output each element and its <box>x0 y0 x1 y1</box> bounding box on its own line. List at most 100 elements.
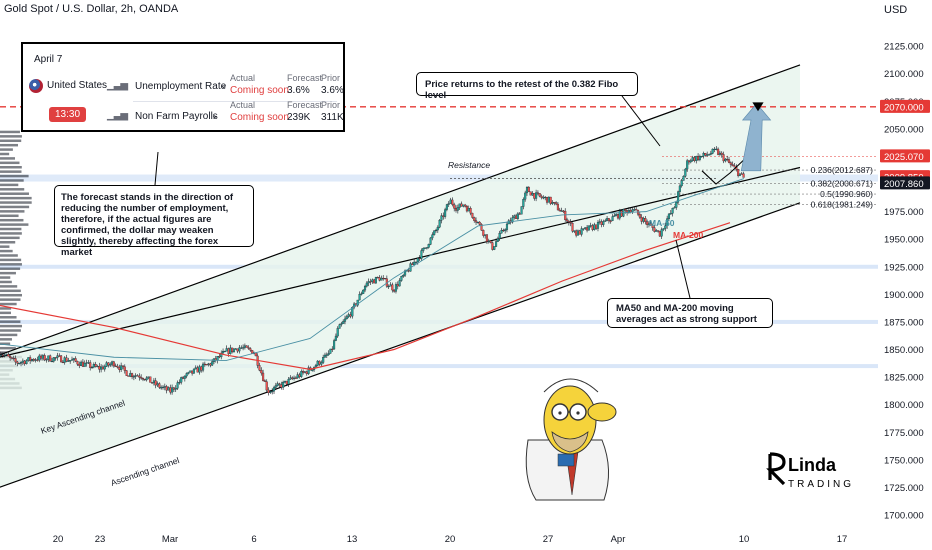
candle-body <box>733 165 736 168</box>
candle-body <box>693 157 696 161</box>
candle-body <box>464 204 467 207</box>
forecast-callout[interactable]: The forecast stands in the direction of … <box>54 185 254 258</box>
ma-callout[interactable]: MA50 and MA-200 moving averages act as s… <box>607 298 773 328</box>
candle-body <box>296 374 299 379</box>
candle-body <box>367 281 370 284</box>
candle-body <box>709 153 712 155</box>
candle-body <box>25 360 28 365</box>
candle-body <box>442 215 445 217</box>
lower-channel-line[interactable] <box>0 202 801 488</box>
candle-body <box>178 382 181 384</box>
candle-body <box>374 277 377 284</box>
candle-body <box>181 377 185 379</box>
candle-body <box>292 377 296 379</box>
candle-body <box>263 380 266 382</box>
candle-body <box>92 364 95 368</box>
ma200-line[interactable] <box>0 222 731 370</box>
candle-body <box>38 355 41 361</box>
candle-body <box>200 366 203 371</box>
candle-body <box>700 155 703 158</box>
candle-body <box>655 230 658 232</box>
time-axis: 20 23 Mar 6 13 20 27 Apr 10 17 <box>53 534 848 545</box>
volume-bar <box>0 249 13 253</box>
candle-body <box>469 208 472 214</box>
candle-body <box>518 213 521 215</box>
candle-body <box>43 355 46 361</box>
candle-body <box>180 377 183 383</box>
volume-bar <box>0 267 21 270</box>
candle-body <box>602 221 605 225</box>
candle-body <box>609 220 612 222</box>
key-channel-line[interactable] <box>0 166 801 358</box>
fibo-callout[interactable]: Price returns to the retest of the 0.382… <box>416 72 638 101</box>
volume-bar <box>0 214 19 218</box>
candle-body <box>247 347 250 349</box>
calendar-row[interactable]: 13:30 ▁▃▅ Non Farm Payrolls ⌄ Actual For… <box>23 100 344 138</box>
candle-body <box>340 323 343 325</box>
candle-body <box>236 348 239 352</box>
candle-body <box>656 230 660 232</box>
candle-body <box>575 230 578 236</box>
cartoon-character-illustration <box>525 378 617 501</box>
candle-body <box>152 380 155 384</box>
candle-body <box>283 380 286 383</box>
candle-body <box>209 363 212 366</box>
candle-body <box>675 202 678 208</box>
forecast-value: 239K <box>287 112 311 123</box>
candle-body <box>87 362 90 364</box>
candle-body <box>606 218 609 221</box>
candle-body <box>114 365 117 367</box>
candle-body <box>96 366 99 368</box>
candle-body <box>438 220 441 228</box>
actual-value: Coming soon <box>230 85 289 96</box>
chevron-down-icon[interactable]: ⌄ <box>211 110 219 120</box>
upper-channel-line[interactable] <box>0 64 801 356</box>
candle-body <box>682 176 685 181</box>
candle-body <box>278 383 281 385</box>
calendar-row[interactable]: United States ▁▃▅ Unemployment Rate ⌄ Ac… <box>23 72 344 106</box>
channel-fill <box>0 64 800 488</box>
candle-body <box>629 210 632 213</box>
candle-body <box>544 196 547 199</box>
candle-body <box>52 357 55 362</box>
candle-body <box>300 371 303 377</box>
candle-body <box>398 280 401 287</box>
candle-body <box>431 234 434 239</box>
candle-body <box>624 209 627 211</box>
candle-body <box>731 164 734 166</box>
candle-body <box>58 355 61 357</box>
fibo-label: 0.5(1990.960) <box>820 189 873 199</box>
candle-body <box>451 199 454 205</box>
fibo-label: 0.236(2012.687) <box>811 165 874 175</box>
candle-body <box>491 242 494 250</box>
price-tick-label: 2100.000 <box>884 69 924 80</box>
candle-body <box>225 348 228 352</box>
volume-bar <box>0 205 30 209</box>
candle-body <box>669 213 672 215</box>
candle-body <box>549 196 552 204</box>
fibo-label: 0.382(2000.671) <box>811 178 874 188</box>
candle-body <box>586 227 589 231</box>
volume-bar <box>0 139 22 143</box>
candle-body <box>389 284 392 287</box>
event-name: Non Farm Payrolls <box>135 111 218 122</box>
volume-bar <box>0 342 11 346</box>
candle-body <box>533 193 536 199</box>
candle-body <box>49 355 52 362</box>
candle-body <box>220 352 223 358</box>
chevron-down-icon[interactable]: ⌄ <box>220 80 228 90</box>
candle-body <box>265 381 268 391</box>
volume-bar <box>0 333 18 337</box>
volume-bar <box>0 316 17 319</box>
ma50-line[interactable] <box>0 178 745 362</box>
candle-body <box>536 192 539 194</box>
candle-body <box>555 202 558 205</box>
candle-body <box>740 173 743 175</box>
candle-body <box>74 358 77 362</box>
candle-body <box>172 387 175 390</box>
candle-body <box>584 227 587 229</box>
candle-body <box>742 173 745 178</box>
volume-bar <box>0 130 20 134</box>
prior-header: Prior <box>321 73 341 83</box>
candle-body <box>500 229 503 234</box>
